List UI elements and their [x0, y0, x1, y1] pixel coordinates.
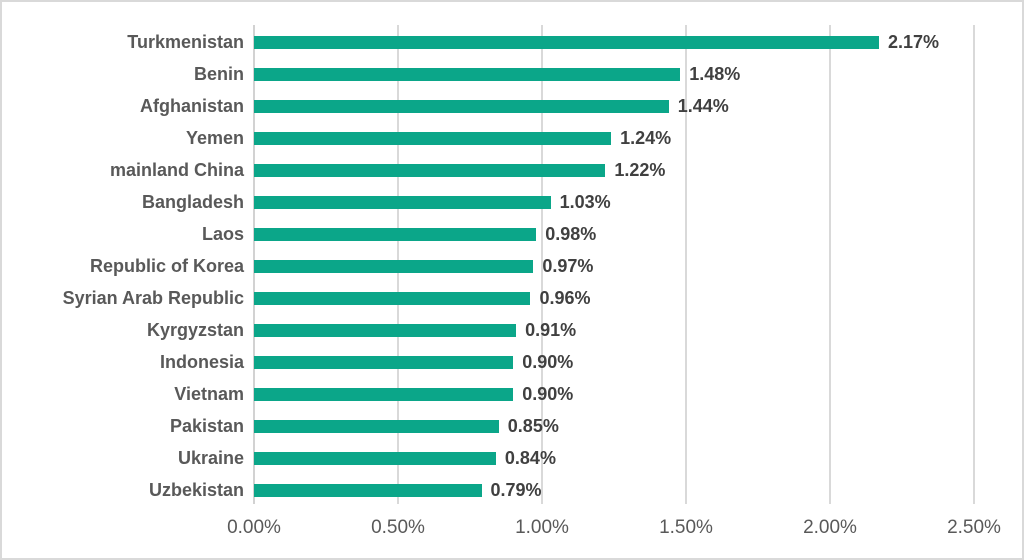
value-label: 0.79% — [490, 480, 542, 500]
bar-row: Turkmenistan 2.17% — [2, 26, 1022, 58]
bar — [254, 483, 482, 497]
category-label: Bangladesh — [141, 192, 244, 212]
x-tick-label: 1.50% — [659, 517, 713, 538]
gridline-2.50% — [973, 25, 975, 504]
bar-row: mainland China 1.22% — [2, 154, 1022, 186]
category-label: Kyrgyzstan — [146, 320, 244, 340]
category-label: Afghanistan — [139, 96, 244, 116]
value-label: 1.22% — [614, 160, 666, 180]
value-label: 0.98% — [545, 224, 597, 244]
value-label: 1.03% — [559, 192, 611, 212]
bar — [254, 387, 514, 401]
bar — [254, 419, 499, 433]
category-label: Republic of Korea — [89, 256, 244, 276]
bar-row: Indonesia 0.90% — [2, 346, 1022, 378]
bar — [254, 195, 551, 209]
bar — [254, 163, 606, 177]
x-tick-label: 1.00% — [515, 517, 569, 538]
value-label: 0.90% — [522, 352, 574, 372]
category-label: mainland China — [109, 160, 244, 180]
bar-row: Uzbekistan 0.79% — [2, 474, 1022, 506]
category-label: Vietnam — [174, 384, 244, 404]
bar-row: Yemen 1.24% — [2, 122, 1022, 154]
bar — [254, 323, 517, 337]
category-label: Yemen — [185, 128, 244, 148]
bar — [254, 291, 531, 305]
value-label: 0.96% — [539, 288, 591, 308]
bar-row: Laos 0.98% — [2, 218, 1022, 250]
gridline-2.00% — [829, 25, 831, 504]
bar — [254, 451, 496, 465]
bar-row: Pakistan 0.85% — [2, 410, 1022, 442]
value-label: 1.48% — [689, 64, 741, 84]
value-label: 1.44% — [677, 96, 729, 116]
bar-row: Syrian Arab Republic 0.96% — [2, 282, 1022, 314]
category-label: Ukraine — [177, 448, 244, 468]
bar — [254, 227, 537, 241]
x-tick-label: 0.50% — [371, 517, 425, 538]
bar-row: Benin 1.48% — [2, 58, 1022, 90]
category-label: Laos — [201, 224, 244, 244]
bar-row: Ukraine 0.84% — [2, 442, 1022, 474]
gridline-1.50% — [685, 25, 687, 504]
bar-row: Afghanistan 1.44% — [2, 90, 1022, 122]
bar — [254, 35, 879, 49]
category-label: Indonesia — [159, 352, 244, 372]
bar — [254, 99, 669, 113]
category-label: Pakistan — [169, 416, 244, 436]
x-tick-label: 2.50% — [947, 517, 1001, 538]
bar-row: Vietnam 0.90% — [2, 378, 1022, 410]
bar — [254, 355, 514, 369]
value-label: 0.91% — [525, 320, 577, 340]
x-tick-label: 0.00% — [227, 517, 281, 538]
value-label: 2.17% — [887, 32, 939, 52]
gridline-1.00% — [541, 25, 543, 504]
category-label: Syrian Arab Republic — [62, 288, 244, 308]
bar-row: Kyrgyzstan 0.91% — [2, 314, 1022, 346]
value-label: 0.84% — [504, 448, 556, 468]
x-tick-label: 2.00% — [803, 517, 857, 538]
value-label: 1.24% — [620, 128, 672, 148]
category-label: Turkmenistan — [127, 32, 244, 52]
bar-row: Republic of Korea 0.97% — [2, 250, 1022, 282]
value-label: 0.97% — [542, 256, 594, 276]
bar — [254, 131, 612, 145]
category-label: Uzbekistan — [148, 480, 244, 500]
value-label: 0.85% — [507, 416, 559, 436]
bar-row: Bangladesh 1.03% — [2, 186, 1022, 218]
bar — [254, 67, 681, 81]
bar — [254, 259, 534, 273]
value-label: 0.90% — [522, 384, 574, 404]
category-label: Benin — [193, 64, 244, 84]
